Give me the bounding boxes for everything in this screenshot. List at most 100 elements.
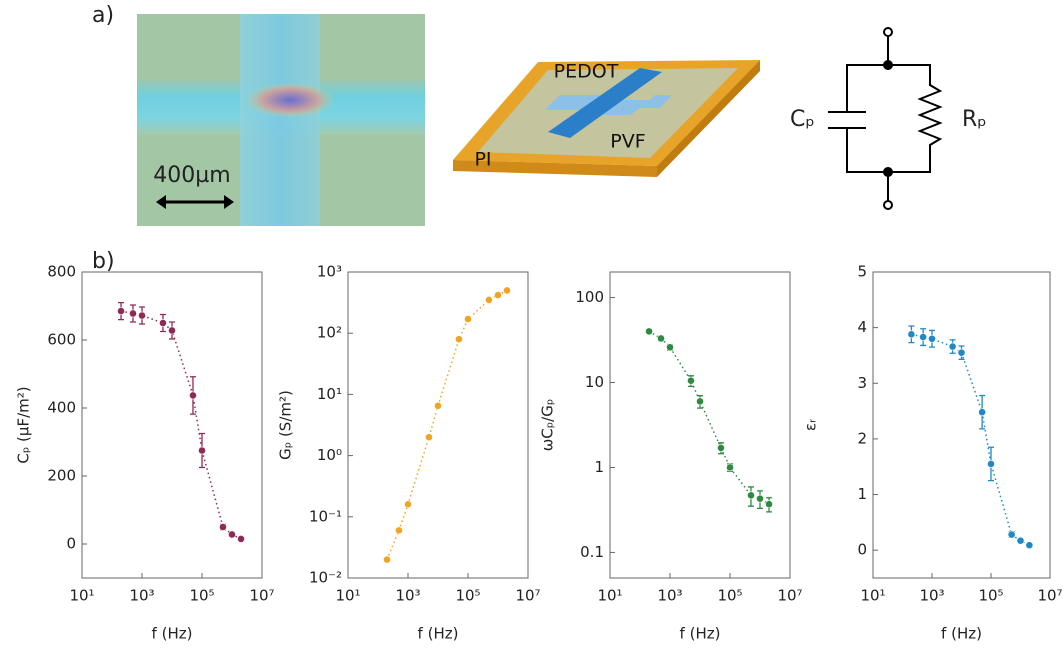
y-tick-label: 10⁻² — [309, 569, 342, 587]
y-axis-label: εᵣ — [802, 419, 820, 431]
data-point — [117, 307, 125, 315]
x-axis-label: f (Hz) — [941, 625, 982, 643]
data-point — [645, 327, 653, 336]
data-point — [657, 334, 665, 343]
x-tick-label: 10⁵ — [717, 587, 742, 605]
data-point — [494, 291, 502, 299]
x-tick-label: 10¹ — [335, 587, 360, 605]
y-tick-label: 10³ — [317, 263, 342, 281]
y-tick-label: 3 — [857, 374, 867, 392]
data-point — [717, 443, 725, 452]
data-point — [464, 315, 472, 323]
circuit-label: Cₚ — [790, 107, 815, 132]
x-tick-label: 10³ — [129, 587, 154, 605]
x-axis-label: f (Hz) — [152, 625, 193, 643]
data-point — [919, 333, 928, 341]
data-point — [987, 460, 995, 468]
data-point — [404, 500, 412, 509]
x-tick-label: 10⁷ — [1037, 587, 1062, 605]
y-tick-label: 2 — [857, 429, 867, 447]
data-point — [425, 433, 433, 442]
x-tick-label: 10³ — [919, 587, 944, 605]
panel-label: b) — [92, 249, 115, 274]
data-point — [1025, 541, 1034, 550]
y-tick-label: 100 — [575, 288, 604, 306]
y-axis-label: Cₚ (µF/m²) — [15, 386, 33, 463]
data-point — [503, 286, 511, 295]
trend-line — [386, 289, 508, 560]
data-point — [1016, 536, 1025, 545]
y-tick-label: 0.1 — [580, 543, 604, 561]
data-point — [1007, 530, 1016, 539]
x-axis-label: f (Hz) — [680, 625, 721, 643]
circuit — [828, 27, 943, 210]
y-tick-label: 10⁰ — [317, 446, 342, 464]
y-tick-label: 600 — [47, 331, 76, 349]
device-schematic: PEDOT PVF PI — [453, 60, 760, 177]
y-axis-label: ωCₚ/Gₚ — [539, 399, 557, 452]
y-tick-label: 0 — [66, 535, 76, 553]
data-point — [168, 326, 176, 335]
data-point — [485, 296, 493, 304]
x-tick-label: 10³ — [395, 587, 420, 605]
y-tick-label: 400 — [47, 399, 76, 417]
y-tick-label: 1 — [857, 485, 867, 503]
trend-line — [911, 333, 1030, 546]
x-tick-label: 10⁵ — [189, 587, 214, 605]
y-axis-label: Gₚ (S/m²) — [277, 390, 295, 460]
data-point — [948, 342, 957, 351]
data-point — [765, 500, 773, 509]
data-point — [455, 335, 463, 344]
data-point — [198, 446, 206, 455]
data-point — [129, 309, 137, 318]
trend-line — [648, 330, 770, 505]
x-tick-label: 10⁷ — [515, 587, 540, 605]
data-point — [696, 397, 704, 406]
data-point — [434, 401, 442, 410]
data-point — [138, 311, 146, 320]
data-point — [928, 334, 936, 343]
trend-line — [120, 310, 242, 540]
data-point — [383, 555, 391, 564]
y-tick-label: 10¹ — [317, 385, 342, 403]
data-point — [907, 330, 916, 339]
circuit-label: Rₚ — [962, 107, 987, 132]
data-point — [219, 523, 227, 531]
y-tick-label: 10² — [317, 324, 342, 342]
y-tick-label: 10 — [585, 373, 604, 391]
x-tick-label: 10¹ — [69, 587, 94, 605]
data-point — [957, 348, 966, 357]
y-tick-label: 0 — [857, 541, 867, 559]
y-tick-label: 1 — [594, 458, 604, 476]
device-label: PEDOT — [554, 61, 619, 83]
data-point — [726, 463, 734, 472]
data-point — [395, 526, 403, 535]
y-tick-label: 4 — [857, 318, 867, 336]
y-tick-label: 800 — [47, 263, 76, 281]
y-tick-label: 10⁻¹ — [309, 507, 342, 525]
x-tick-label: 10⁵ — [455, 587, 480, 605]
x-tick-label: 10⁵ — [978, 587, 1003, 605]
data-point — [756, 494, 764, 503]
data-point — [189, 391, 197, 400]
device-label: PI — [474, 149, 491, 171]
x-axis-label: f (Hz) — [418, 625, 459, 643]
micrograph: 400µm — [137, 14, 425, 226]
data-point — [228, 530, 236, 539]
y-tick-label: 5 — [857, 263, 867, 281]
x-tick-label: 10¹ — [597, 587, 622, 605]
y-tick-label: 200 — [47, 467, 76, 485]
device-label: PVF — [610, 131, 645, 153]
x-tick-label: 10⁷ — [777, 587, 802, 605]
panel-label: a) — [92, 3, 114, 28]
data-point — [237, 535, 245, 543]
data-point — [978, 408, 987, 417]
plot-frame — [81, 271, 263, 579]
data-point — [159, 319, 167, 327]
plot-frame — [347, 271, 529, 579]
scale-bar-label: 400µm — [153, 163, 230, 188]
x-tick-label: 10⁷ — [249, 587, 274, 605]
x-tick-label: 10³ — [657, 587, 682, 605]
data-point — [687, 376, 695, 385]
